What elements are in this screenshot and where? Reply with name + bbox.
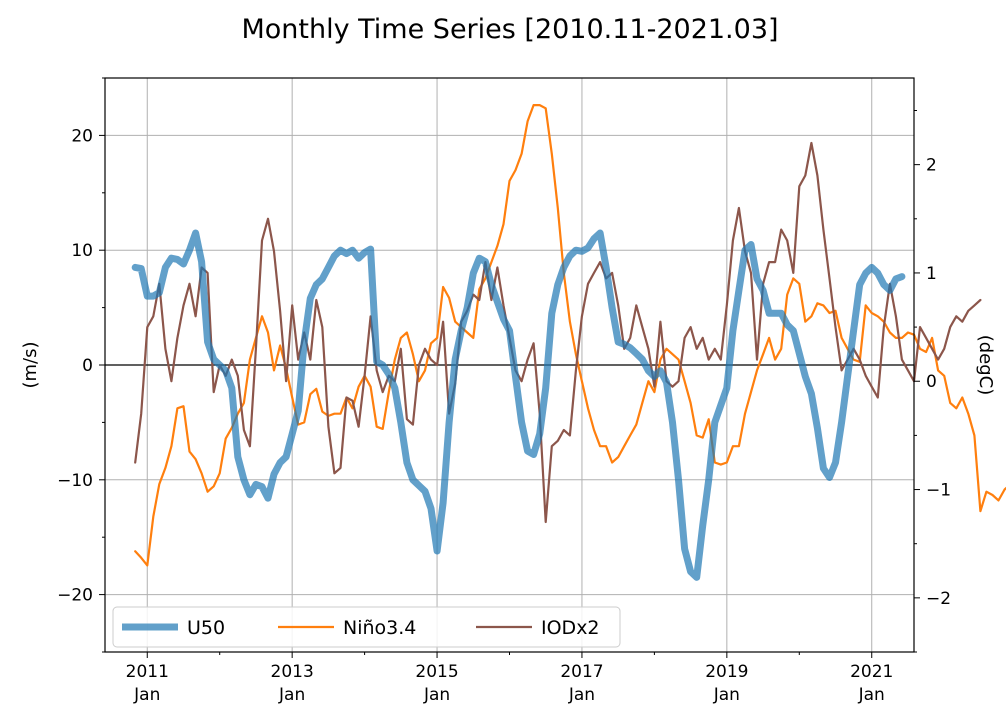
legend-label-iodx2: IODx2 bbox=[541, 617, 600, 639]
series-line-nio34 bbox=[134, 103, 1006, 567]
series-line-iodx2 bbox=[134, 141, 982, 524]
series-line-u50 bbox=[131, 229, 906, 581]
x-tick-year-label: 2013 bbox=[271, 662, 314, 682]
right-tick-label: 0 bbox=[926, 372, 937, 392]
left-tick-label: 20 bbox=[71, 126, 93, 146]
x-tick-month-label: Jan bbox=[278, 685, 305, 705]
x-tick-year-label: 2015 bbox=[415, 662, 458, 682]
x-tick-month-label: Jan bbox=[423, 685, 450, 705]
chart-title: Monthly Time Series [2010.11-2021.03] bbox=[241, 14, 778, 45]
x-tick-month-label: Jan bbox=[133, 685, 160, 705]
x-axis: 2011 Jan 2013 Jan 2015 Jan 2017 Jan 2019 Jan 2021 J… bbox=[126, 652, 893, 705]
left-axis: 20 10 0 −10 −20 bbox=[57, 77, 105, 653]
right-tick-label: 1 bbox=[926, 264, 937, 284]
x-tick-month-label: Jan bbox=[858, 685, 885, 705]
left-axis-label: (m/s) bbox=[20, 341, 41, 388]
legend-label-u50: U50 bbox=[187, 617, 225, 639]
left-tick-label: −10 bbox=[57, 471, 93, 491]
x-tick-month-label: Jan bbox=[568, 685, 595, 705]
x-tick-year-label: 2021 bbox=[850, 662, 893, 682]
right-tick-label: −1 bbox=[926, 481, 951, 501]
series-lines bbox=[131, 103, 1006, 581]
right-tick-label: 2 bbox=[926, 156, 937, 176]
right-tick-label: −2 bbox=[926, 589, 951, 609]
legend-label-nino34: Niño3.4 bbox=[343, 617, 416, 639]
x-tick-year-label: 2011 bbox=[126, 662, 169, 682]
right-axis: 2 1 0 −1 −2 bbox=[914, 109, 951, 653]
legend: U50 Niño3.4 IODx2 bbox=[112, 606, 621, 648]
left-tick-label: −20 bbox=[57, 586, 93, 606]
right-axis-label: (degC) bbox=[975, 335, 996, 396]
left-tick-label: 0 bbox=[82, 356, 93, 376]
x-tick-year-label: 2019 bbox=[705, 662, 748, 682]
x-tick-year-label: 2017 bbox=[560, 662, 603, 682]
x-tick-month-label: Jan bbox=[713, 685, 740, 705]
legend-box bbox=[112, 606, 621, 648]
left-tick-label: 10 bbox=[71, 241, 93, 261]
